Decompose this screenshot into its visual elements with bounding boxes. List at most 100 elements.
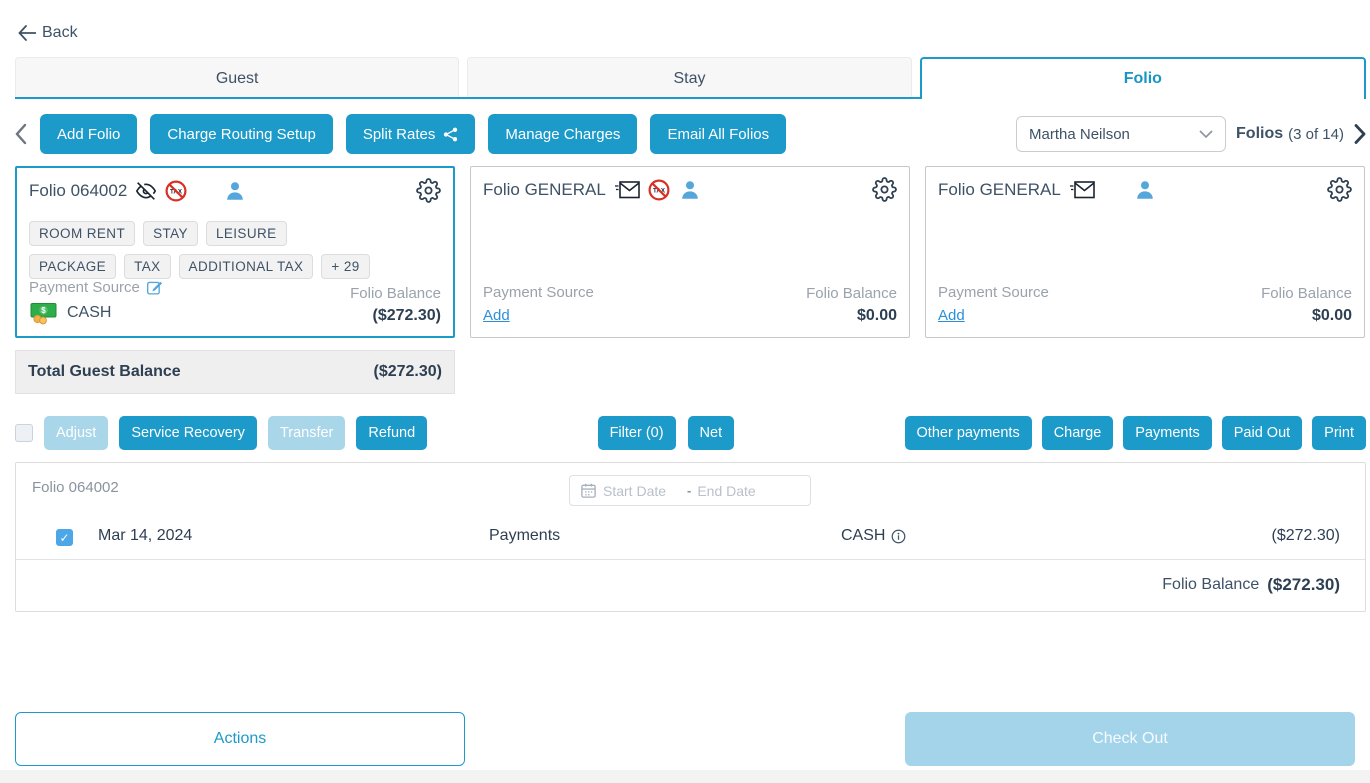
folio-transactions-panel: Folio 064002 - ✓ Mar 14, 2024 Payments C…	[15, 462, 1366, 612]
folio-card-title: Folio 064002	[29, 180, 128, 200]
split-rates-label: Split Rates	[362, 125, 436, 143]
cash-icon: $	[29, 301, 59, 325]
tag-tax: TAX	[124, 254, 171, 279]
scroll-folios-left-icon[interactable]	[15, 123, 27, 145]
bottom-action-bar: Actions Check Out	[15, 712, 1355, 766]
print-label: Print	[1324, 425, 1354, 441]
ledger-folio-title: Folio 064002	[32, 479, 119, 496]
ledger-footer: Folio Balance ($272.30)	[16, 560, 1365, 610]
calendar-icon	[580, 482, 597, 499]
ledger-folio-balance-label: Folio Balance	[1162, 576, 1260, 593]
start-date-input[interactable]	[603, 482, 681, 499]
transactions-actions-bar: Adjust Service Recovery Transfer Refund …	[15, 416, 1366, 450]
filter-label: Filter (0)	[609, 425, 664, 441]
back-arrow-icon	[18, 25, 36, 41]
refund-label: Refund	[368, 425, 416, 441]
end-date-input[interactable]	[697, 482, 776, 499]
actions-button-label: Actions	[213, 730, 267, 747]
folio-tags: ROOM RENT STAY LEISURE PACKAGE TAX ADDIT…	[29, 221, 379, 279]
date-range-picker[interactable]: -	[569, 475, 811, 506]
charge-label: Charge	[1053, 425, 1102, 441]
gear-icon[interactable]	[872, 177, 897, 202]
folio-balance-amount: $0.00	[856, 307, 897, 324]
folio-card-general-2[interactable]: Folio GENERAL Payment Source Ad	[925, 166, 1365, 338]
other-payments-button[interactable]: Other payments	[904, 416, 1032, 450]
folio-card-general-1[interactable]: Folio GENERAL TAX	[470, 166, 910, 338]
charge-routing-setup-label: Charge Routing Setup	[167, 125, 316, 143]
tag-room-rent: ROOM RENT	[29, 221, 136, 246]
add-folio-button[interactable]: Add Folio	[40, 114, 138, 154]
select-all-checkbox[interactable]	[15, 424, 33, 442]
person-icon[interactable]	[679, 179, 701, 201]
payments-label: Payments	[1135, 425, 1200, 441]
payments-button[interactable]: Payments	[1123, 416, 1212, 450]
hidden-eye-icon	[135, 181, 157, 201]
transfer-label: Transfer	[279, 425, 334, 441]
tab-stay[interactable]: Stay	[467, 57, 912, 99]
tab-guest[interactable]: Guest	[15, 57, 460, 99]
edit-icon[interactable]	[146, 279, 163, 296]
net-button[interactable]: Net	[687, 416, 735, 450]
check-out-button[interactable]: Check Out	[905, 712, 1355, 766]
paid-out-label: Paid Out	[1233, 425, 1291, 441]
folios-counter: Folios (3 of 14)	[1236, 125, 1344, 143]
print-button[interactable]: Print	[1312, 416, 1366, 450]
folio-card-064002[interactable]: Folio 064002 TAX R	[15, 166, 455, 338]
tab-stay-label: Stay	[673, 69, 706, 87]
other-payments-label: Other payments	[916, 425, 1020, 441]
filter-button[interactable]: Filter (0)	[597, 416, 676, 450]
service-recovery-label: Service Recovery	[131, 425, 245, 441]
folio-balance-label: Folio Balance	[350, 285, 441, 302]
tab-bar: Guest Stay Folio	[15, 57, 1366, 99]
folio-balance-label: Folio Balance	[806, 285, 897, 302]
check-out-label: Check Out	[1092, 730, 1168, 747]
back-label: Back	[42, 24, 78, 41]
add-payment-source-link[interactable]: Add	[483, 307, 510, 324]
back-link[interactable]: Back	[18, 24, 78, 42]
folios-counter-count: (3 of 14)	[1288, 125, 1344, 143]
tab-folio-label: Folio	[1123, 70, 1162, 87]
tag-leisure: LEISURE	[205, 221, 287, 246]
folio-cards: Folio 064002 TAX R	[15, 166, 1366, 338]
gear-icon[interactable]	[1327, 177, 1352, 202]
info-icon[interactable]	[891, 529, 906, 544]
actions-button[interactable]: Actions	[15, 712, 465, 766]
person-icon[interactable]	[1134, 179, 1156, 201]
email-all-folios-button[interactable]: Email All Folios	[650, 114, 787, 154]
net-label: Net	[699, 425, 723, 441]
tag-more-count[interactable]: + 29	[321, 254, 370, 279]
charge-button[interactable]: Charge	[1041, 416, 1114, 450]
no-tax-icon: TAX	[648, 179, 670, 201]
add-payment-source-link[interactable]: Add	[938, 307, 965, 324]
tag-stay: STAY	[143, 221, 198, 246]
chevron-down-icon	[1199, 129, 1213, 139]
manage-charges-button[interactable]: Manage Charges	[488, 114, 638, 154]
tab-folio[interactable]: Folio	[919, 57, 1366, 99]
footer-strip	[0, 770, 1370, 783]
split-rates-button[interactable]: Split Rates	[345, 114, 476, 154]
folio-balance-amount: $0.00	[1311, 307, 1352, 324]
row-checkbox[interactable]: ✓	[56, 529, 73, 546]
folio-toolbar: Add Folio Charge Routing Setup Split Rat…	[15, 114, 1366, 154]
refund-button[interactable]: Refund	[356, 416, 428, 450]
adjust-button[interactable]: Adjust	[44, 416, 109, 450]
email-icon	[614, 180, 640, 199]
transfer-button[interactable]: Transfer	[267, 416, 346, 450]
adjust-label: Adjust	[56, 425, 97, 441]
total-guest-balance-amount: ($272.30)	[373, 363, 443, 380]
tab-guest-label: Guest	[215, 69, 259, 87]
next-folios-icon[interactable]	[1354, 124, 1366, 144]
email-all-folios-label: Email All Folios	[667, 125, 770, 143]
ledger-folio-balance-amount: ($272.30)	[1267, 575, 1340, 594]
transaction-row[interactable]: ✓ Mar 14, 2024 Payments CASH ($272.30)	[16, 516, 1365, 560]
gear-icon[interactable]	[416, 178, 441, 203]
svg-text:$: $	[41, 306, 46, 315]
person-icon[interactable]	[224, 180, 246, 202]
guest-selector-value: Martha Neilson	[1029, 125, 1130, 143]
paid-out-button[interactable]: Paid Out	[1221, 416, 1303, 450]
charge-routing-setup-button[interactable]: Charge Routing Setup	[150, 114, 333, 154]
transaction-method: CASH	[841, 527, 906, 545]
service-recovery-button[interactable]: Service Recovery	[119, 416, 257, 450]
guest-selector[interactable]: Martha Neilson	[1016, 116, 1227, 152]
